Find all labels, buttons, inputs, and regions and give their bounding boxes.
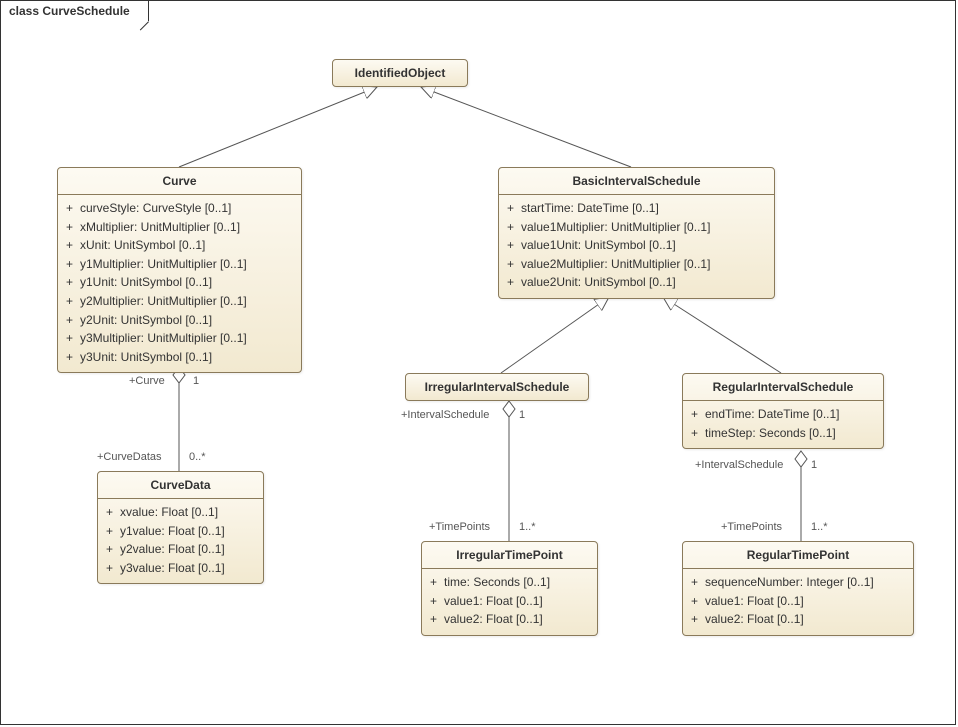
class-title: CurveData <box>98 472 263 499</box>
assoc-child-role: +TimePoints <box>721 521 782 533</box>
class-BasicIntervalSchedule: BasicIntervalSchedule+startTime: DateTim… <box>498 167 775 299</box>
class-Curve: Curve+curveStyle: CurveStyle [0..1]+xMul… <box>57 167 302 373</box>
class-IrregularIntervalSchedule: IrregularIntervalSchedule <box>405 373 589 401</box>
class-IdentifiedObject: IdentifiedObject <box>332 59 468 87</box>
class-title: BasicIntervalSchedule <box>499 168 774 195</box>
attribute-row: +xvalue: Float [0..1] <box>106 503 255 522</box>
assoc-parent-mult: 1 <box>193 375 199 387</box>
assoc-parent-mult: 1 <box>519 409 525 421</box>
attribute-row: +xMultiplier: UnitMultiplier [0..1] <box>66 218 293 237</box>
class-title: Curve <box>58 168 301 195</box>
attribute-row: +y2Unit: UnitSymbol [0..1] <box>66 311 293 330</box>
class-title: RegularTimePoint <box>683 542 913 569</box>
assoc-child-role: +TimePoints <box>429 521 490 533</box>
class-attributes: +xvalue: Float [0..1]+y1value: Float [0.… <box>98 499 263 583</box>
attribute-row: +value1: Float [0..1] <box>430 592 589 611</box>
attribute-row: +y2Multiplier: UnitMultiplier [0..1] <box>66 292 293 311</box>
assoc-parent-role: +Curve <box>129 375 165 387</box>
attribute-row: +value2Multiplier: UnitMultiplier [0..1] <box>507 255 766 274</box>
class-attributes: +curveStyle: CurveStyle [0..1]+xMultipli… <box>58 195 301 372</box>
assoc-parent-role: +IntervalSchedule <box>401 409 489 421</box>
class-attributes: +sequenceNumber: Integer [0..1]+value1: … <box>683 569 913 635</box>
class-attributes: +time: Seconds [0..1]+value1: Float [0..… <box>422 569 597 635</box>
class-RegularIntervalSchedule: RegularIntervalSchedule+endTime: DateTim… <box>682 373 884 449</box>
attribute-row: +y1Multiplier: UnitMultiplier [0..1] <box>66 255 293 274</box>
attribute-row: +value2: Float [0..1] <box>430 610 589 629</box>
attribute-row: +value2Unit: UnitSymbol [0..1] <box>507 273 766 292</box>
class-title: IrregularIntervalSchedule <box>406 374 588 400</box>
attribute-row: +value2: Float [0..1] <box>691 610 905 629</box>
diagram-frame: class CurveSchedule IdentifiedObject Curv… <box>0 0 956 725</box>
attribute-row: +value1Unit: UnitSymbol [0..1] <box>507 236 766 255</box>
attribute-row: +y2value: Float [0..1] <box>106 540 255 559</box>
attribute-row: +y1value: Float [0..1] <box>106 522 255 541</box>
assoc-child-mult: 0..* <box>189 451 206 463</box>
class-RegularTimePoint: RegularTimePoint+sequenceNumber: Integer… <box>682 541 914 636</box>
attribute-row: +value1Multiplier: UnitMultiplier [0..1] <box>507 218 766 237</box>
attribute-row: +y3Multiplier: UnitMultiplier [0..1] <box>66 329 293 348</box>
attribute-row: +sequenceNumber: Integer [0..1] <box>691 573 905 592</box>
class-attributes: +startTime: DateTime [0..1]+value1Multip… <box>499 195 774 298</box>
attribute-row: +y3value: Float [0..1] <box>106 559 255 578</box>
class-title: RegularIntervalSchedule <box>683 374 883 401</box>
class-IrregularTimePoint: IrregularTimePoint+time: Seconds [0..1]+… <box>421 541 598 636</box>
class-title: IdentifiedObject <box>333 60 467 86</box>
attribute-row: +timeStep: Seconds [0..1] <box>691 424 875 443</box>
attribute-row: +startTime: DateTime [0..1] <box>507 199 766 218</box>
frame-title: class CurveSchedule <box>0 0 149 21</box>
assoc-parent-mult: 1 <box>811 459 817 471</box>
class-title: IrregularTimePoint <box>422 542 597 569</box>
assoc-parent-role: +IntervalSchedule <box>695 459 783 471</box>
attribute-row: +xUnit: UnitSymbol [0..1] <box>66 236 293 255</box>
assoc-child-mult: 1..* <box>811 521 828 533</box>
attribute-row: +y3Unit: UnitSymbol [0..1] <box>66 348 293 367</box>
assoc-child-role: +CurveDatas <box>97 451 162 463</box>
attribute-row: +curveStyle: CurveStyle [0..1] <box>66 199 293 218</box>
class-CurveData: CurveData+xvalue: Float [0..1]+y1value: … <box>97 471 264 584</box>
attribute-row: +time: Seconds [0..1] <box>430 573 589 592</box>
class-attributes: +endTime: DateTime [0..1]+timeStep: Seco… <box>683 401 883 448</box>
attribute-row: +y1Unit: UnitSymbol [0..1] <box>66 273 293 292</box>
attribute-row: +value1: Float [0..1] <box>691 592 905 611</box>
attribute-row: +endTime: DateTime [0..1] <box>691 405 875 424</box>
assoc-child-mult: 1..* <box>519 521 536 533</box>
